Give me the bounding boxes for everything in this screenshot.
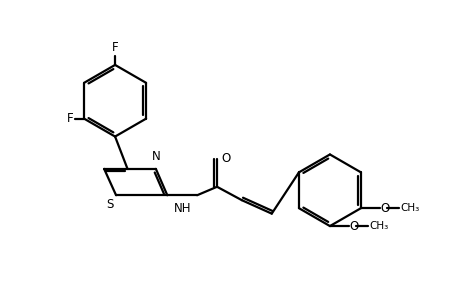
Text: CH₃: CH₃ [370, 221, 389, 231]
Text: O: O [381, 202, 390, 215]
Text: CH₃: CH₃ [401, 203, 420, 213]
Text: NH: NH [173, 202, 191, 215]
Text: N: N [151, 150, 160, 163]
Text: O: O [221, 152, 230, 165]
Text: O: O [350, 220, 359, 233]
Text: F: F [112, 42, 119, 54]
Text: S: S [106, 198, 114, 211]
Text: F: F [66, 112, 73, 125]
